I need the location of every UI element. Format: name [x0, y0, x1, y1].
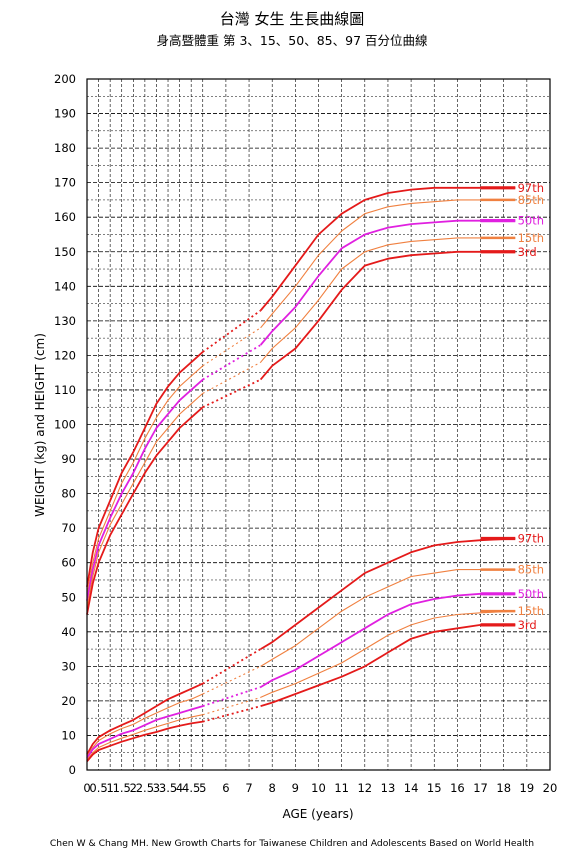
y-tick-label: 170 — [54, 176, 76, 190]
weight-label-15th: 15th — [518, 604, 544, 618]
height-curve-50th — [86, 378, 204, 601]
weight-curve-97th — [86, 682, 204, 755]
x-tick-label: 9 — [292, 781, 299, 795]
weight-curve-85th — [86, 693, 204, 757]
x-tick-label: 10 — [311, 781, 326, 795]
height-label-97th: 97th — [518, 181, 544, 195]
height-curve-bridge-50th — [202, 344, 262, 381]
x-tick-label: 11 — [334, 781, 349, 795]
x-tick-label: 1 — [106, 781, 113, 795]
x-axis-label: AGE (years) — [282, 807, 353, 821]
weight-curve-97th — [260, 537, 516, 650]
x-tick-label: 7 — [245, 781, 252, 795]
weight-curve-15th — [260, 610, 516, 698]
y-tick-label: 90 — [61, 452, 76, 466]
y-tick-label: 70 — [61, 521, 76, 535]
x-tick-label: 15 — [427, 781, 442, 795]
y-tick-label: 20 — [61, 694, 76, 708]
source-citation: Chen W & Chang MH. New Growth Charts for… — [50, 838, 534, 849]
weight-curve-bridge-50th — [202, 686, 261, 707]
y-tick-labels: 0 10 20 30 40 50 60 70 80 90 100 110 120 130 140 150 160… — [54, 72, 76, 777]
height-curve-bridge-85th — [202, 327, 261, 367]
height-curve-3rd — [259, 250, 516, 381]
x-tick-label: 5 — [199, 781, 206, 795]
x-tick-label: 2.5 — [136, 781, 154, 795]
x-tick-label: 17 — [473, 781, 488, 795]
weight-label-97th: 97th — [518, 532, 544, 546]
x-tick-labels: 00.511.522.533.544.55 6 7 8 9 10 11 12 13 14 15 16 1… — [83, 781, 557, 795]
weight-label-3rd: 3rd — [518, 618, 537, 632]
y-tick-label: 10 — [61, 728, 76, 742]
weight-curve-50th — [260, 592, 516, 688]
y-tick-label: 30 — [61, 659, 76, 673]
y-axis-label: WEIGHT (kg) and HEIGHT (cm) — [33, 333, 47, 517]
y-tick-label: 50 — [61, 590, 76, 604]
x-tick-label: 12 — [357, 781, 372, 795]
height-curve-85th — [86, 365, 204, 594]
x-tick-label: 1.5 — [113, 781, 131, 795]
y-tick-label: 130 — [54, 314, 76, 328]
y-tick-label: 120 — [54, 348, 76, 362]
height-curve-85th — [260, 199, 516, 329]
y-tick-label: 200 — [54, 72, 76, 86]
x-tick-label: 2 — [130, 781, 137, 795]
weight-curve-bridge-85th — [202, 665, 261, 695]
chart-subtitle: 身高暨體重 第 3、15、50、85、97 百分位曲線 — [157, 33, 428, 48]
y-tick-label: 160 — [54, 210, 76, 224]
x-tick-label: 20 — [543, 781, 558, 795]
x-tick-label: 19 — [520, 781, 535, 795]
weight-curve-bridge-97th — [202, 648, 262, 685]
y-tick-label: 190 — [54, 107, 76, 121]
height-curve-50th — [259, 219, 516, 346]
x-tick-label: 4 — [176, 781, 183, 795]
height-curve-15th — [260, 237, 516, 363]
x-tick-label: 3 — [153, 781, 160, 795]
x-tick-label: 18 — [496, 781, 511, 795]
chart-title: 台灣 女生 生長曲線圖 — [220, 10, 365, 28]
height-label-3rd: 3rd — [518, 245, 537, 259]
weight-label-50th: 50th — [518, 587, 544, 601]
weight-curve-85th — [260, 569, 516, 667]
height-curve-bridge-15th — [202, 361, 261, 394]
y-tick-label: 180 — [54, 141, 76, 155]
height-label-85th: 85th — [518, 193, 544, 207]
grid — [87, 79, 550, 770]
weight-label-85th: 85th — [518, 563, 544, 577]
height-curve-97th — [259, 186, 516, 312]
x-tick-label: 4.5 — [182, 781, 200, 795]
weight-curve-bridge-15th — [202, 696, 261, 716]
height-label-15th: 15th — [518, 231, 544, 245]
weight-curve-3rd — [260, 624, 516, 707]
height-curve-bridge-97th — [202, 309, 262, 353]
percentile-curves — [86, 186, 516, 762]
height-curve-97th — [86, 351, 204, 588]
plot-frame — [86, 78, 551, 771]
x-tick-label: 14 — [404, 781, 419, 795]
weight-curve-15th — [86, 714, 203, 760]
height-curve-bridge-3rd — [202, 378, 262, 409]
y-tick-label: 80 — [61, 487, 76, 501]
weight-curve-50th — [86, 705, 204, 759]
height-curve-3rd — [86, 406, 204, 615]
y-tick-label: 100 — [54, 418, 76, 432]
y-tick-label: 110 — [54, 383, 76, 397]
x-tick-label: 0.5 — [89, 781, 107, 795]
x-tick-label: 13 — [381, 781, 396, 795]
y-tick-label: 150 — [54, 245, 76, 259]
y-tick-label: 140 — [54, 279, 76, 293]
x-tick-label: 3.5 — [159, 781, 177, 795]
x-tick-label: 0 — [83, 781, 90, 795]
x-tick-label: 16 — [450, 781, 465, 795]
y-tick-label: 40 — [61, 625, 76, 639]
y-tick-label: 0 — [69, 763, 76, 777]
weight-curve-3rd — [86, 720, 203, 762]
weight-curve-bridge-3rd — [202, 705, 261, 723]
x-tick-label: 6 — [222, 781, 229, 795]
height-label-50th: 50th — [518, 214, 544, 228]
height-curve-15th — [86, 392, 204, 608]
x-tick-label: 8 — [269, 781, 276, 795]
y-tick-label: 60 — [61, 556, 76, 570]
